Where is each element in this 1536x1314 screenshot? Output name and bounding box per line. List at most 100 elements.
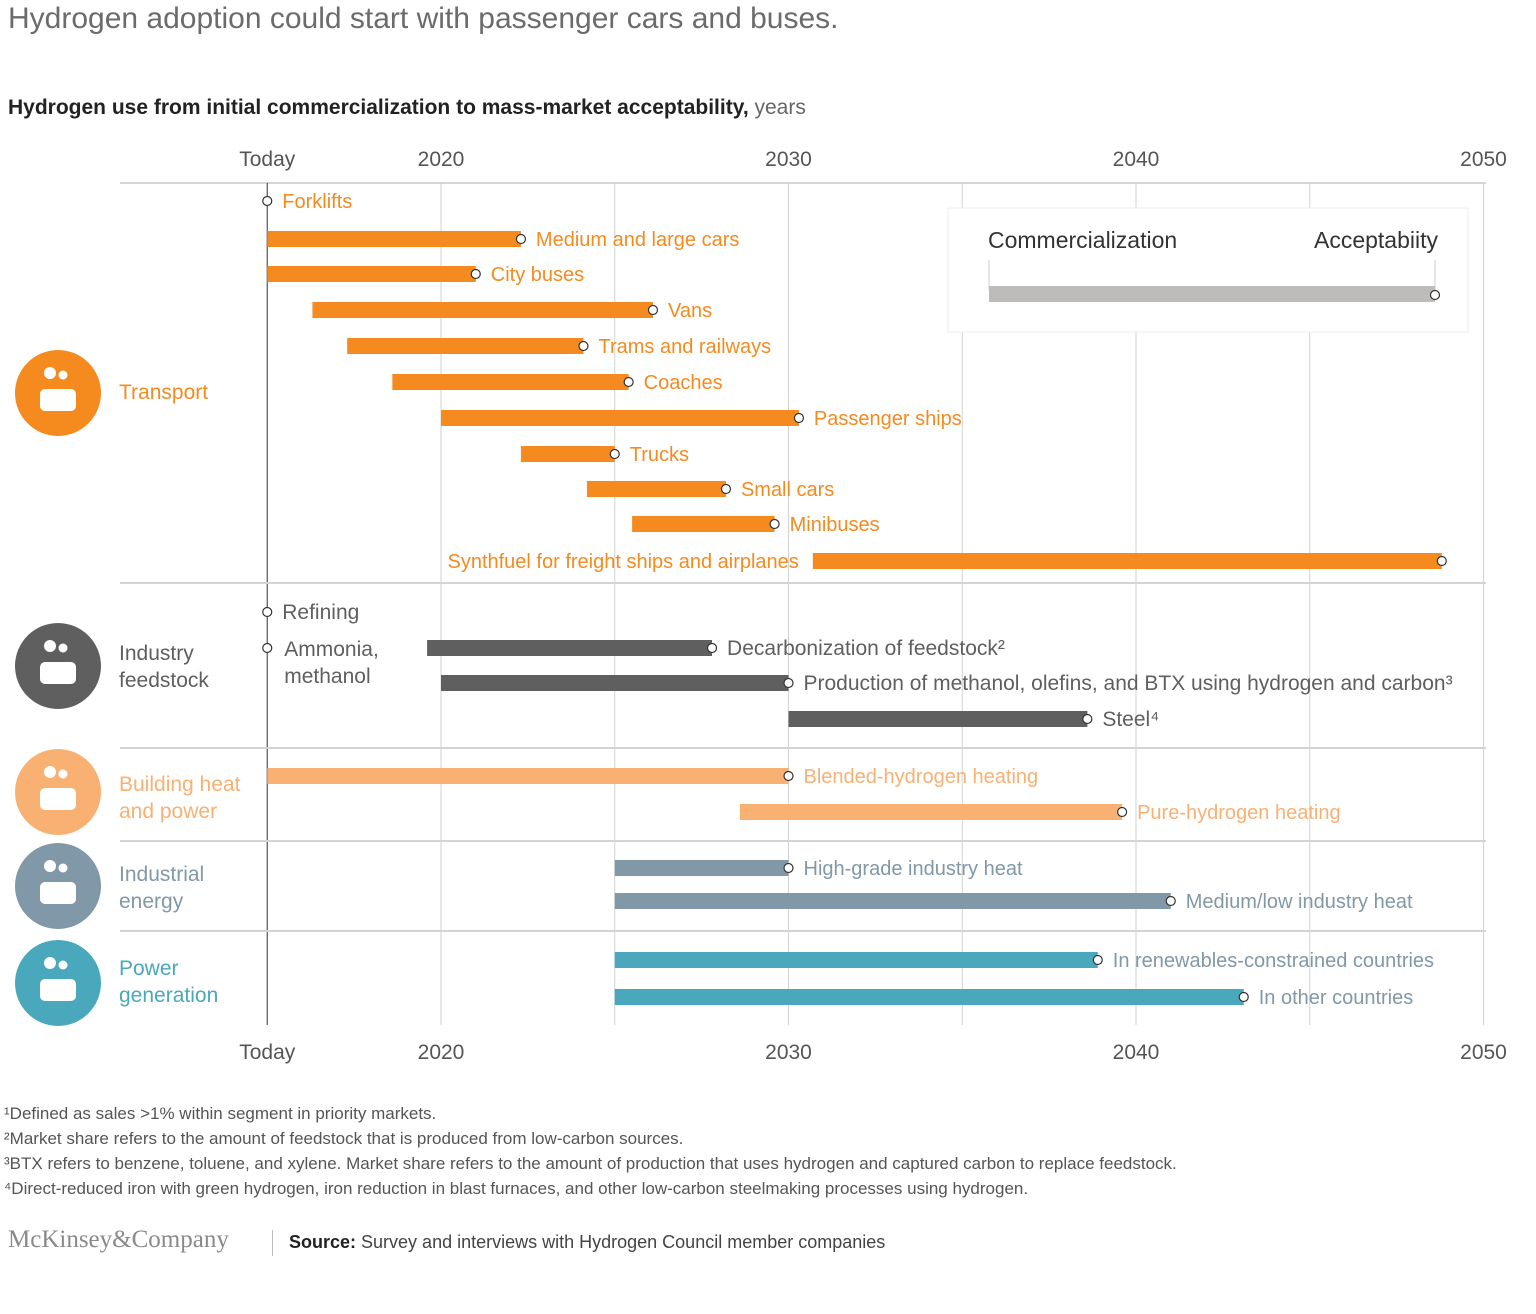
source-label: Source: [289,1232,357,1252]
x-tick-label-bottom: 2050 [1460,1041,1507,1064]
bar-label: Production of methanol, olefins, and BTX… [804,672,1453,695]
bar-label: In renewables-constrained countries [1113,950,1434,972]
range-bar [520,446,615,462]
chart-subtitle: Hydrogen use from initial commercializat… [8,96,806,120]
range-bar [312,302,653,318]
legend-end-label: Acceptabiity [1314,227,1439,253]
bar-label: Trams and railways [598,336,771,358]
bar-label: Synthfuel for freight ships and airplane… [447,551,798,573]
acceptability-marker [1082,713,1093,725]
x-tick-label-top: 2040 [1113,148,1160,171]
bar-label: Minibuses [790,514,880,536]
acceptability-marker [262,642,273,654]
group-label: Power [119,957,179,980]
range-bar [267,266,476,282]
range-bar [739,804,1123,820]
footnote-1: ¹Defined as sales >1% within segment in … [4,1104,437,1123]
icon-bubble [44,766,56,778]
bar-label: Forklifts [282,191,352,213]
chart-title: Hydrogen adoption could start with passe… [8,2,839,35]
acceptability-marker [262,195,273,207]
bar-label: City buses [491,264,584,286]
bar-label: Steel⁴ [1102,708,1159,731]
bar-label: Ammonia, [284,638,379,661]
footnote-4: ⁴Direct-reduced iron with green hydrogen… [4,1179,1029,1198]
icon-glyph-body [40,662,76,684]
subtitle-unit: years [748,96,806,119]
footnote-2: ²Market share refers to the amount of fe… [4,1129,684,1148]
brand-logo: McKinsey&Company [8,1226,229,1253]
bar-label: Refining [282,601,359,624]
acceptability-marker [578,340,589,352]
icon-bubble [58,370,68,380]
x-tick-label-bottom: 2040 [1113,1041,1160,1064]
bar-label: Trucks [630,444,689,466]
group-label: and power [119,800,217,823]
acceptability-marker [1238,991,1249,1003]
range-bar [347,338,584,354]
legend-bar [989,286,1435,302]
acceptability-marker [647,304,659,316]
range-bar [441,675,789,691]
icon-glyph-body [40,979,76,1001]
acceptability-marker [706,642,718,654]
icon-glyph-body [40,788,76,810]
x-tick-label-bottom: 2020 [418,1041,465,1064]
range-bar [614,989,1244,1005]
icon-bubble [44,367,56,379]
range-bar [441,410,799,426]
icon-bubble [58,960,68,970]
brand-divider [272,1230,273,1256]
acceptability-marker [1165,895,1176,907]
icon-bubble [44,860,56,872]
range-bar [392,374,629,390]
x-tick-label-bottom: Today [239,1041,296,1064]
x-tick-label-top: 2030 [765,148,812,171]
group-label: Transport [119,381,208,404]
acceptability-marker [1092,954,1103,966]
bar-label: In other countries [1259,987,1414,1009]
group-label: Industry [119,642,194,665]
x-tick-label-top: 2020 [418,148,465,171]
footnote-3: ³BTX refers to benzene, toluene, and xyl… [4,1154,1177,1173]
acceptability-marker [783,862,794,874]
legend-marker [1429,289,1441,301]
range-bar [586,481,726,497]
bar-label: Passenger ships [814,408,962,430]
x-tick-label-bottom: 2030 [765,1041,812,1064]
bar-label: Coaches [644,372,723,394]
bar-label: Medium and large cars [536,229,739,251]
subtitle-main: Hydrogen use from initial commercializat… [8,96,749,119]
range-bar-chart: Today Today 2020 2020 2030 2030 2040 2040 2050 20… [15,148,1507,1064]
range-bar [267,768,789,784]
icon-bubble [58,769,68,779]
icon-glyph-body [40,882,76,904]
acceptability-marker [1116,806,1128,818]
bar-label: Medium/low industry heat [1186,891,1413,913]
acceptability-marker [609,448,620,460]
range-bar [632,516,775,532]
range-bar [427,640,713,656]
range-bar [267,231,521,247]
group-label: generation [119,984,218,1007]
group-label: feedstock [119,669,209,692]
icon-bubble [44,957,56,969]
acceptability-marker [470,268,481,280]
icon-bubble [58,863,68,873]
acceptability-marker [720,483,732,495]
range-bar [812,553,1442,569]
bar-label: Blended-hydrogen heating [804,766,1039,788]
acceptability-marker [515,233,527,245]
bar-label: Decarbonization of feedstock² [727,637,1005,660]
bar-label: High-grade industry heat [804,858,1023,880]
acceptability-marker [623,376,634,388]
group-label: energy [119,890,184,913]
bar-label: Pure-hydrogen heating [1137,802,1340,824]
acceptability-marker [783,770,794,782]
group-label: Building heat [119,773,241,796]
group-label: Industrial [119,863,204,886]
legend-box [947,207,1469,333]
icon-bubble [58,643,68,653]
range-bar [614,952,1098,968]
range-bar [614,860,789,876]
